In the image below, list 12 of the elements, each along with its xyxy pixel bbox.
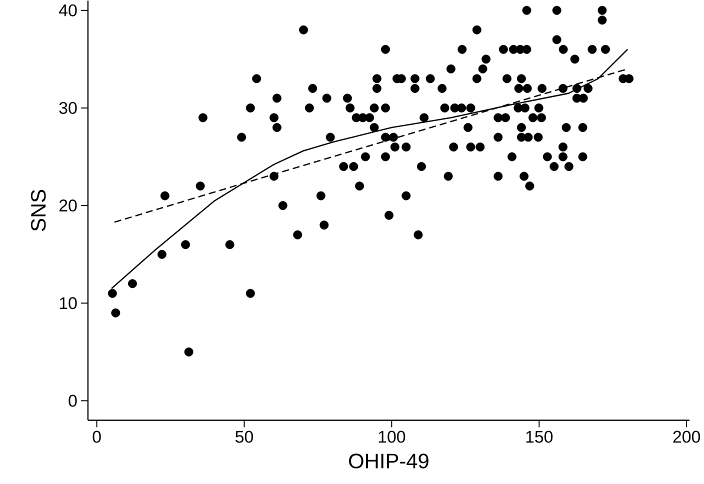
y-tick-label: 30 [59, 102, 77, 114]
y-tick-label: 40 [58, 4, 77, 16]
x-tick-label: 50 [235, 430, 253, 443]
y-tick-label: 20 [59, 199, 77, 212]
x-tick-label: 200 [673, 430, 700, 443]
y-axis-title: SNS [30, 190, 46, 231]
x-tick-label: 150 [526, 430, 553, 443]
x-tick-label: 0 [92, 430, 101, 443]
x-tick-label: 100 [378, 430, 406, 443]
y-tick-label: 10 [60, 297, 77, 310]
y-tick-label: 0 [68, 394, 77, 407]
x-axis-title: OHIP-49 [349, 453, 428, 468]
